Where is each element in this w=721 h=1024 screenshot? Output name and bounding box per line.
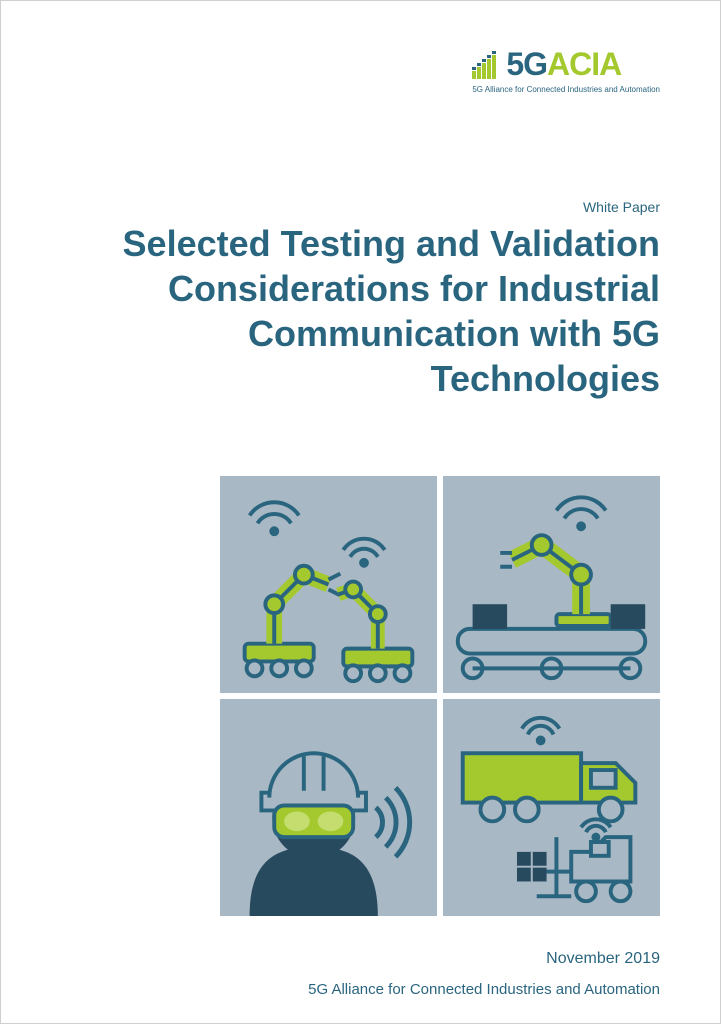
tile-robot-arms: [220, 476, 437, 693]
logo-5g-text: 5G: [506, 46, 547, 83]
page-title: Selected Testing and Validation Consider…: [51, 221, 660, 401]
logo-tagline: 5G Alliance for Connected Industries and…: [472, 85, 660, 94]
tile-vr-worker: [220, 699, 437, 916]
tile-robot-conveyor: [443, 476, 660, 693]
publication-date: November 2019: [546, 950, 660, 968]
logo-bars-icon: [472, 51, 500, 79]
illustration-grid: [220, 476, 660, 916]
document-category: White Paper: [583, 199, 660, 215]
organization-name: 5G Alliance for Connected Industries and…: [308, 981, 660, 998]
tile-truck-forklift: [443, 699, 660, 916]
logo: 5GACIA 5G Alliance for Connected Industr…: [472, 46, 660, 94]
logo-acia-text: ACIA: [547, 46, 621, 83]
